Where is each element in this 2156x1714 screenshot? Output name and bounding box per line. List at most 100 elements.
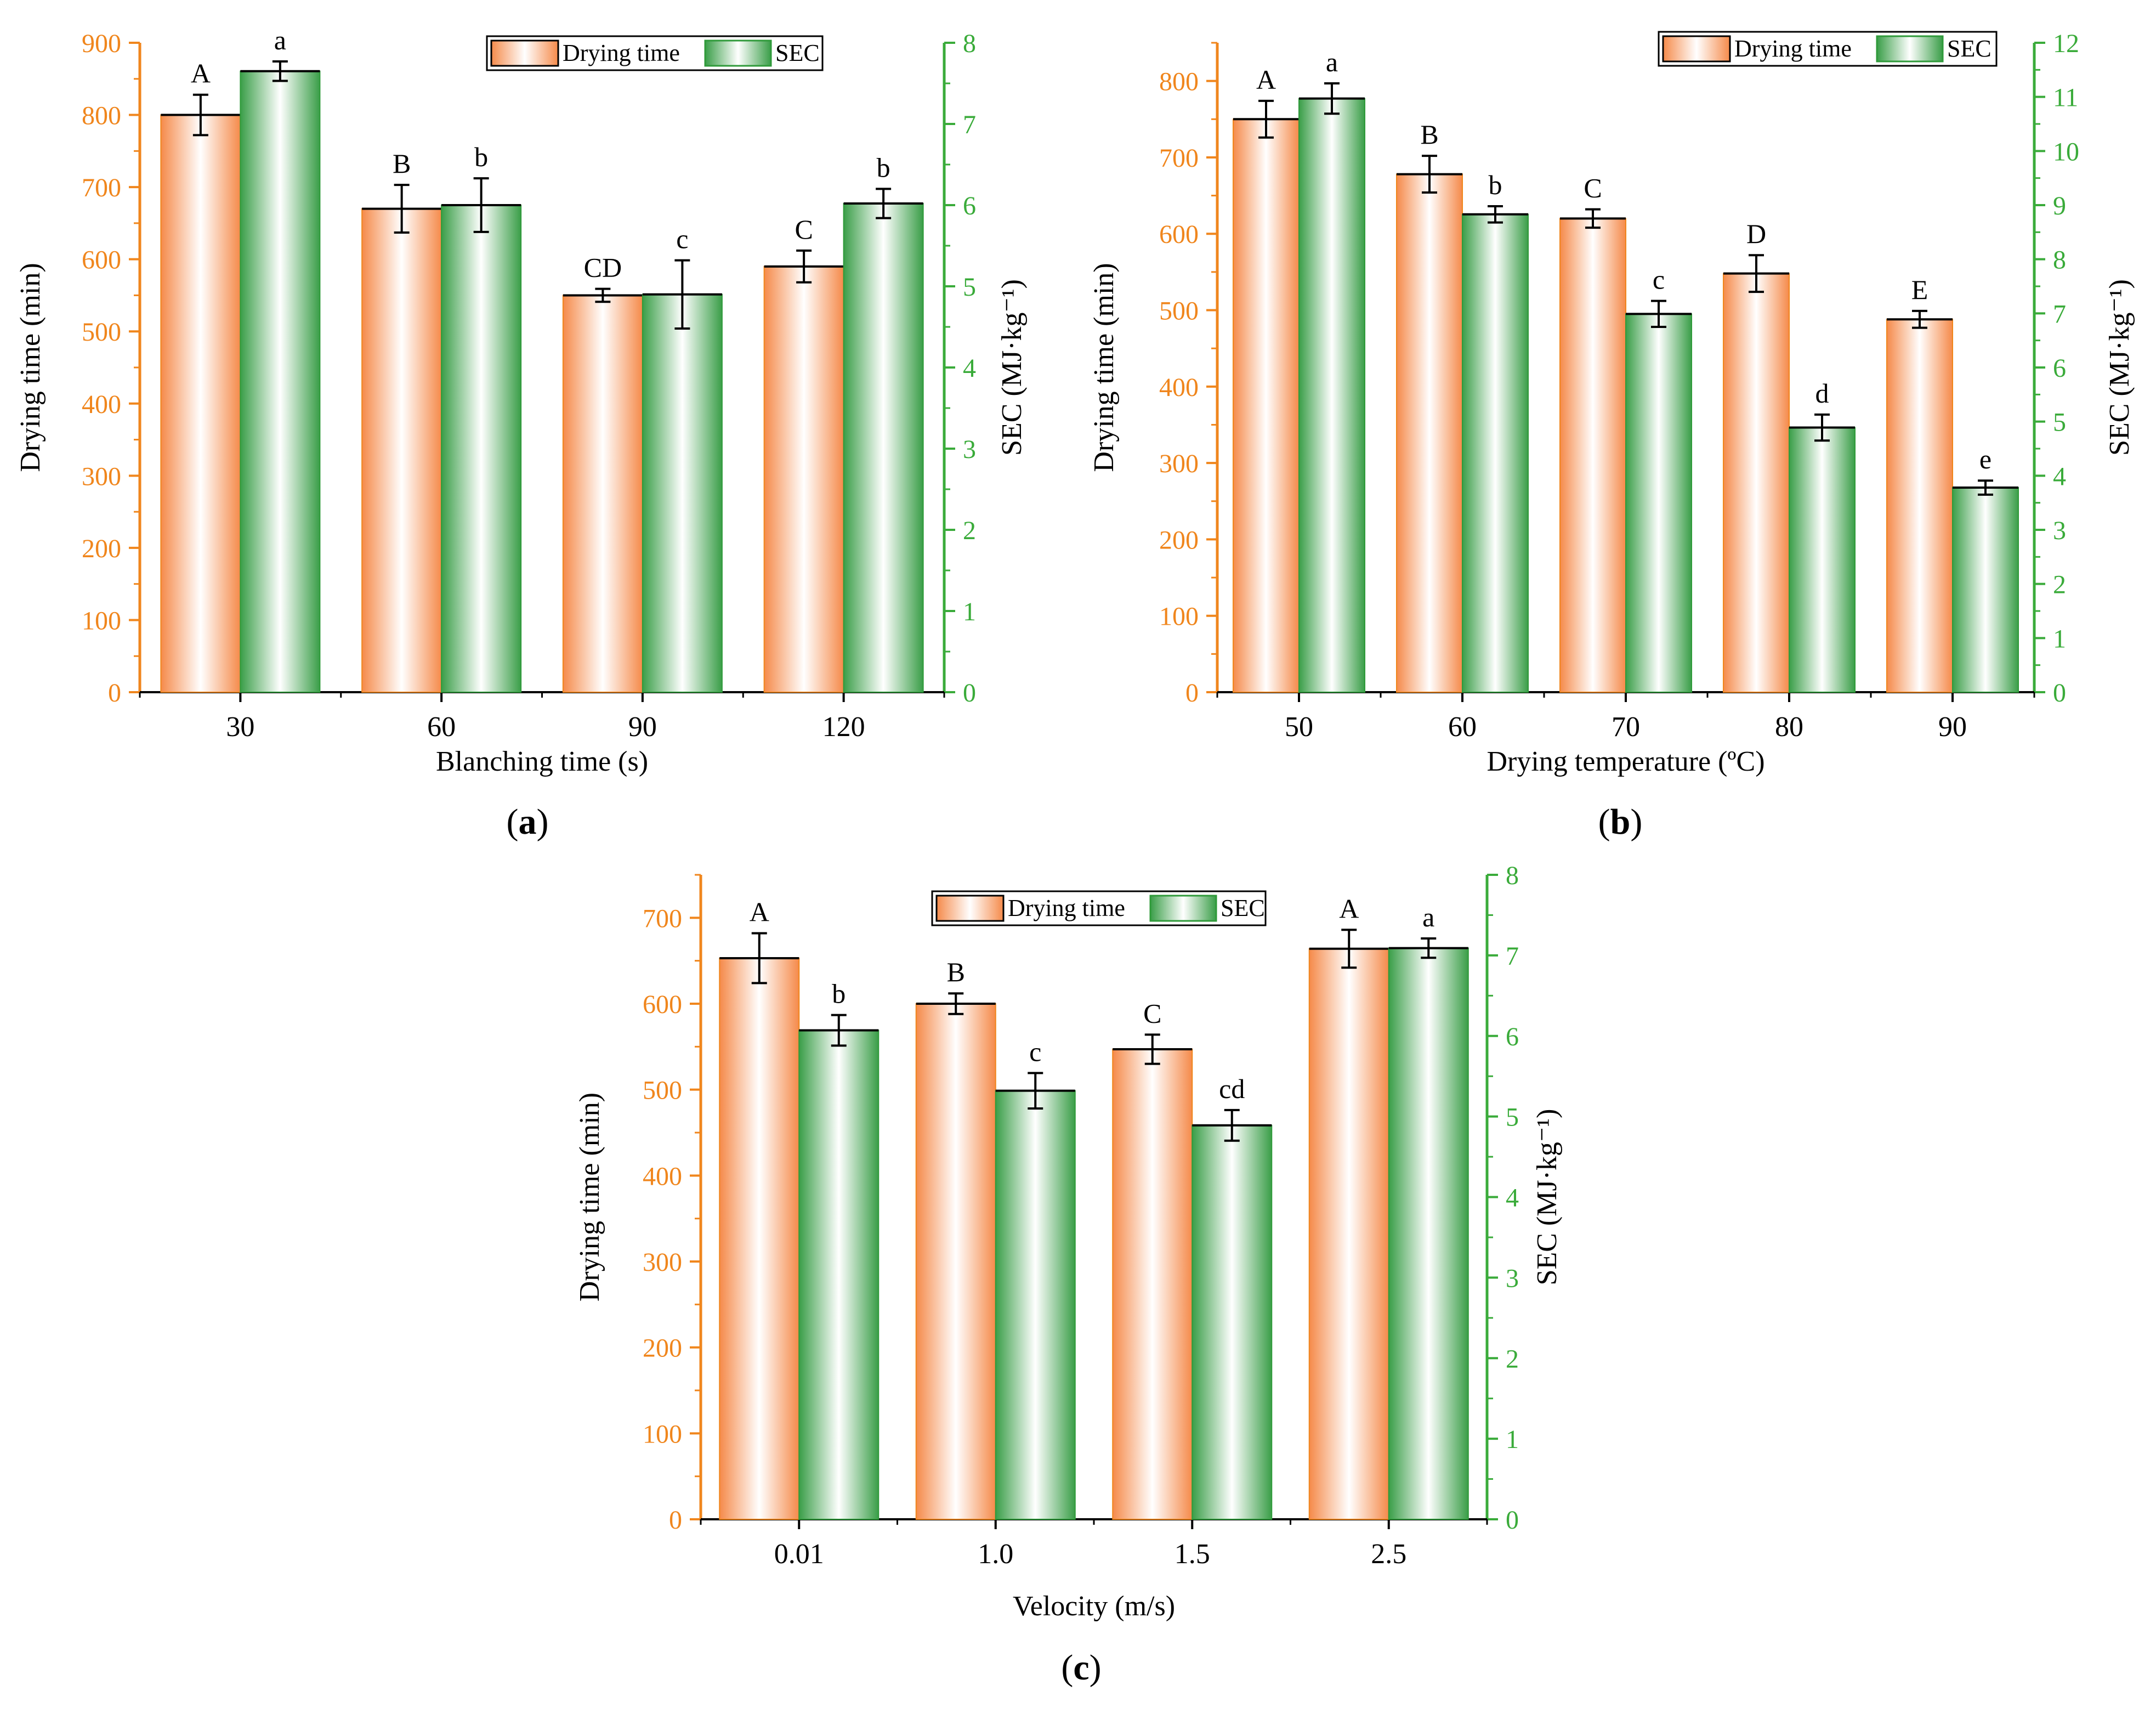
sec-significance-label: c [676, 224, 688, 254]
sec-significance-label: e [1979, 444, 1992, 474]
left-tick-label: 900 [82, 29, 121, 58]
right-tick-label: 1 [963, 597, 976, 626]
left-tick-label: 800 [82, 101, 121, 131]
legend-label-drying-time: Drying time [1008, 895, 1125, 921]
right-tick-label: 0 [1506, 1506, 1519, 1535]
legend-swatch-drying-time [490, 39, 559, 67]
x-tick-label: 90 [1938, 711, 1967, 743]
left-tick-label: 100 [82, 606, 121, 635]
right-tick-label: 2 [2053, 570, 2066, 599]
left-tick-label: 800 [1159, 67, 1199, 97]
sec-significance-label: c [1653, 264, 1665, 295]
drying-time-bar [160, 114, 241, 693]
drying-time-bar [562, 295, 643, 693]
left-tick-label: 400 [1159, 373, 1199, 402]
drying-time-significance-label: E [1911, 274, 1928, 305]
sec-bar [1388, 947, 1469, 1520]
legend-label-drying-time: Drying time [1734, 35, 1852, 62]
right-tick-label: 5 [2053, 408, 2066, 437]
left-axis-title: Drying time (min) [1088, 263, 1120, 472]
drying-time-bar [915, 1003, 996, 1520]
x-axis-title: Blanching time (s) [436, 746, 648, 777]
sec-significance-label: b [877, 152, 890, 183]
x-tick-label: 70 [1612, 711, 1640, 743]
right-axis-title: SEC (MJ·kg⁻¹) [2104, 279, 2135, 456]
left-tick-label: 600 [1159, 220, 1199, 249]
drying-time-significance-label: CD [584, 252, 622, 283]
left-tick-label: 500 [82, 318, 121, 347]
drying-time-bar [1396, 173, 1463, 693]
drying-time-bar [1886, 319, 1953, 693]
drying-time-significance-label: C [1143, 998, 1161, 1028]
right-tick-label: 11 [2053, 83, 2078, 112]
left-tick-label: 600 [82, 246, 121, 275]
left-tick-label: 200 [1159, 525, 1199, 555]
drying-time-significance-label: D [1746, 218, 1766, 249]
right-tick-label: 6 [2053, 354, 2066, 383]
legend-swatch-drying-time [935, 895, 1005, 922]
left-axis-title: Drying time (min) [574, 1093, 605, 1302]
drying-time-bar [1233, 118, 1300, 693]
sec-significance-label: a [1326, 47, 1338, 77]
right-tick-label: 6 [963, 191, 976, 220]
drying-time-significance-label: C [1584, 173, 1602, 203]
legend-label-drying-time: Drying time [563, 39, 680, 66]
drying-time-significance-label: C [795, 214, 813, 245]
chart-panel-c: 0 100 200 300 400 500 600 700 0 1 2 3 4 5 6 7 8 0.01 1.0 1.… [574, 861, 1563, 1688]
left-tick-label: 100 [1159, 602, 1199, 631]
sec-significance-label: d [1815, 378, 1829, 409]
drying-time-bar [763, 265, 844, 693]
right-axis-title: SEC (MJ·kg⁻¹) [1531, 1109, 1563, 1286]
sec-bar [1462, 213, 1529, 693]
x-tick-label: 90 [628, 711, 657, 743]
left-tick-label: 400 [643, 1162, 682, 1191]
left-tick-label: 700 [82, 173, 121, 202]
left-tick-label: 500 [1159, 297, 1199, 326]
legend-swatch-sec [1149, 895, 1217, 922]
right-tick-label: 5 [963, 273, 976, 302]
right-tick-label: 3 [1506, 1264, 1519, 1293]
sec-significance-label: a [1422, 902, 1434, 932]
right-tick-label: 2 [963, 516, 976, 545]
right-tick-label: 3 [2053, 516, 2066, 545]
chart-panel-b: 0100200300400500600700800012345678910111… [1088, 29, 2135, 842]
drying-time-significance-label: A [750, 897, 769, 927]
drying-time-significance-label: A [191, 58, 211, 89]
right-tick-label: 8 [963, 29, 976, 58]
left-tick-label: 300 [643, 1248, 682, 1277]
right-tick-label: 6 [1506, 1022, 1519, 1051]
drying-time-significance-label: A [1256, 64, 1276, 95]
sec-bar [1625, 313, 1692, 693]
sec-significance-label: b [1489, 169, 1502, 200]
left-tick-label: 0 [1185, 678, 1199, 708]
sec-significance-label: a [274, 25, 286, 55]
right-tick-label: 7 [2053, 299, 2066, 329]
left-tick-label: 700 [1159, 144, 1199, 173]
left-tick-label: 500 [643, 1076, 682, 1105]
drying-time-bar [1723, 273, 1790, 693]
left-axis-title: Drying time (min) [15, 263, 46, 472]
left-tick-label: 0 [669, 1506, 682, 1535]
x-tick-label: 80 [1775, 711, 1803, 743]
x-axis-title: Velocity (m/s) [1013, 1591, 1175, 1622]
legend: Drying time SEC [931, 890, 1267, 926]
legend-label-sec: SEC [1947, 35, 1992, 62]
drying-time-bar [361, 208, 442, 693]
x-tick-label: 2.5 [1371, 1538, 1406, 1570]
legend-swatch-drying-time [1662, 35, 1731, 63]
x-tick-label: 1.5 [1175, 1538, 1210, 1570]
sec-bar [441, 205, 522, 693]
right-tick-label: 1 [1506, 1425, 1519, 1454]
left-tick-label: 200 [643, 1334, 682, 1363]
sec-significance-label: b [474, 142, 488, 172]
legend: Drying time SEC [486, 35, 824, 71]
right-tick-label: 10 [2053, 137, 2079, 166]
sec-bar [798, 1029, 880, 1520]
x-tick-label: 0.01 [774, 1538, 824, 1570]
x-axis-title: Drying temperature (ºC) [1486, 746, 1764, 777]
right-tick-label: 5 [1506, 1103, 1519, 1132]
sec-bar [240, 70, 321, 693]
left-tick-label: 0 [108, 678, 121, 708]
right-tick-label: 2 [1506, 1344, 1519, 1373]
